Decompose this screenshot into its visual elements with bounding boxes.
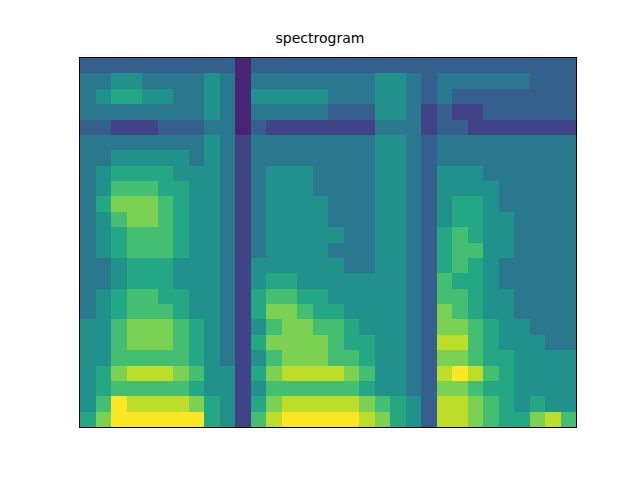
svg-text:spectrogram: spectrogram [276, 30, 365, 46]
